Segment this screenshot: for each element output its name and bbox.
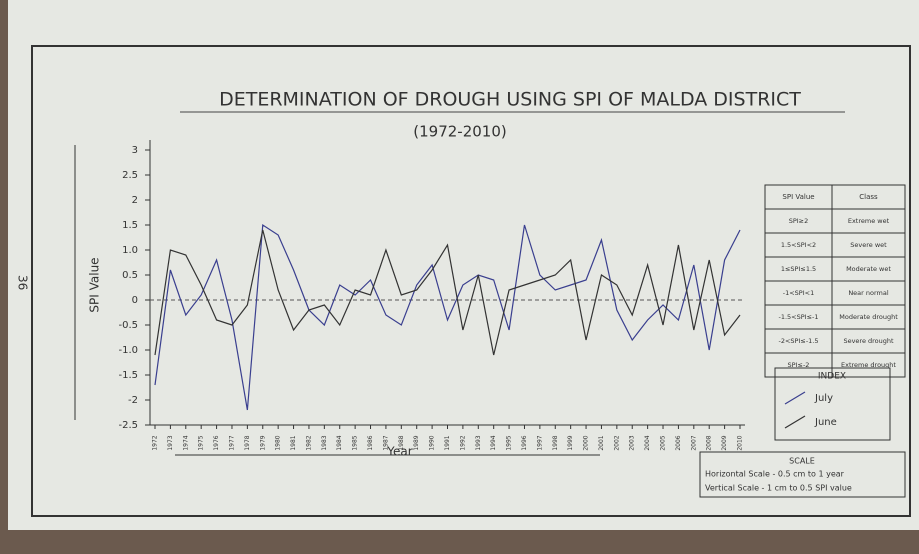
- y-tick-label: -1.0: [118, 345, 138, 356]
- x-tick-label: 1977: [228, 435, 235, 450]
- table-cell: SPI≥2: [789, 217, 809, 225]
- y-tick-label: -2: [128, 395, 138, 406]
- x-tick-label: 1978: [244, 435, 251, 450]
- table-cell: -1<SPI<1: [783, 289, 814, 297]
- scale-line: Horizontal Scale - 0.5 cm to 1 year: [705, 470, 845, 479]
- y-axis-label: SPI Value: [88, 257, 102, 312]
- x-tick-label: 2004: [644, 435, 651, 450]
- legend-label: July: [814, 393, 833, 404]
- table-cell: Extreme wet: [848, 217, 890, 225]
- table-cell: -2<SPI≤-1.5: [778, 337, 818, 345]
- x-tick-label: 1988: [398, 435, 405, 450]
- x-tick-label: 1991: [444, 435, 451, 450]
- table-cell: -1.5<SPI≤-1: [778, 313, 818, 321]
- x-tick-label: 1982: [305, 435, 312, 450]
- x-tick-label: 1972: [152, 435, 159, 450]
- x-tick-label: 2000: [583, 435, 590, 450]
- table-cell: Near normal: [848, 289, 889, 297]
- table-cell: Moderate wet: [846, 265, 891, 273]
- x-tick-label: 1986: [367, 435, 374, 450]
- x-tick-label: 1989: [413, 435, 420, 450]
- table-cell: Severe drought: [843, 337, 894, 345]
- x-tick-label: 2005: [660, 435, 667, 450]
- x-tick-label: 1974: [182, 435, 189, 450]
- x-tick-label: 1981: [290, 435, 297, 450]
- x-tick-label: 1979: [259, 435, 266, 450]
- page: 36 DETERMINATION OF DROUGH USING SPI OF …: [0, 0, 919, 554]
- x-tick-label: 2010: [737, 435, 744, 450]
- scale-title: SCALE: [789, 457, 815, 466]
- x-tick-label: 1993: [475, 435, 482, 450]
- x-tick-label: 1999: [567, 435, 574, 450]
- x-tick-label: 2003: [629, 435, 636, 450]
- x-tick-label: 1984: [336, 435, 343, 450]
- x-tick-label: 1980: [275, 435, 282, 450]
- chart-subtitle: (1972-2010): [413, 123, 506, 141]
- scale-line: Vertical Scale - 1 cm to 0.5 SPI value: [705, 484, 852, 493]
- x-tick-label: 1994: [490, 435, 497, 450]
- table-header: SPI Value: [782, 193, 814, 201]
- table-cell: 1.5<SPI<2: [781, 241, 816, 249]
- x-tick-label: 1996: [521, 435, 528, 450]
- x-tick-label: 2001: [598, 435, 605, 450]
- x-tick-label: 1985: [352, 435, 359, 450]
- x-tick-label: 1976: [213, 435, 220, 450]
- chart-title: DETERMINATION OF DROUGH USING SPI OF MAL…: [219, 89, 801, 111]
- x-tick-label: 1973: [167, 435, 174, 450]
- table-cell: Moderate drought: [839, 313, 898, 321]
- y-tick-label: 1.5: [122, 220, 138, 231]
- x-tick-label: 2009: [721, 435, 728, 450]
- y-tick-label: 1.0: [122, 245, 138, 256]
- x-tick-label: 2002: [613, 435, 620, 450]
- y-tick-label: -0.5: [118, 320, 138, 331]
- table-cell: 1≤SPI≤1.5: [781, 265, 816, 273]
- y-tick-label: 2: [132, 195, 138, 206]
- x-tick-label: 1995: [506, 435, 513, 450]
- y-tick-label: 0: [132, 295, 138, 306]
- table-cell: Severe wet: [850, 241, 887, 249]
- x-tick-label: 1983: [321, 435, 328, 450]
- page-number: 36: [16, 275, 30, 290]
- table-header: Class: [859, 193, 878, 201]
- y-tick-label: 3: [132, 145, 138, 156]
- y-tick-label: 2.5: [122, 170, 138, 181]
- x-tick-label: 1987: [382, 435, 389, 450]
- chart: 36 DETERMINATION OF DROUGH USING SPI OF …: [0, 0, 919, 554]
- x-tick-label: 2007: [690, 435, 697, 450]
- x-tick-label: 1998: [552, 435, 559, 450]
- x-tick-label: 1997: [536, 435, 543, 450]
- x-tick-label: 1990: [429, 435, 436, 450]
- x-tick-label: 2008: [706, 435, 713, 450]
- y-tick-label: -1.5: [118, 370, 138, 381]
- x-tick-label: 2006: [675, 435, 682, 450]
- legend-label: June: [814, 417, 837, 428]
- x-tick-label: 1992: [459, 435, 466, 450]
- y-tick-label: 0.5: [122, 270, 138, 281]
- y-tick-label: -2.5: [118, 420, 138, 431]
- index-title: INDEX: [818, 372, 846, 382]
- x-tick-label: 1975: [198, 435, 205, 450]
